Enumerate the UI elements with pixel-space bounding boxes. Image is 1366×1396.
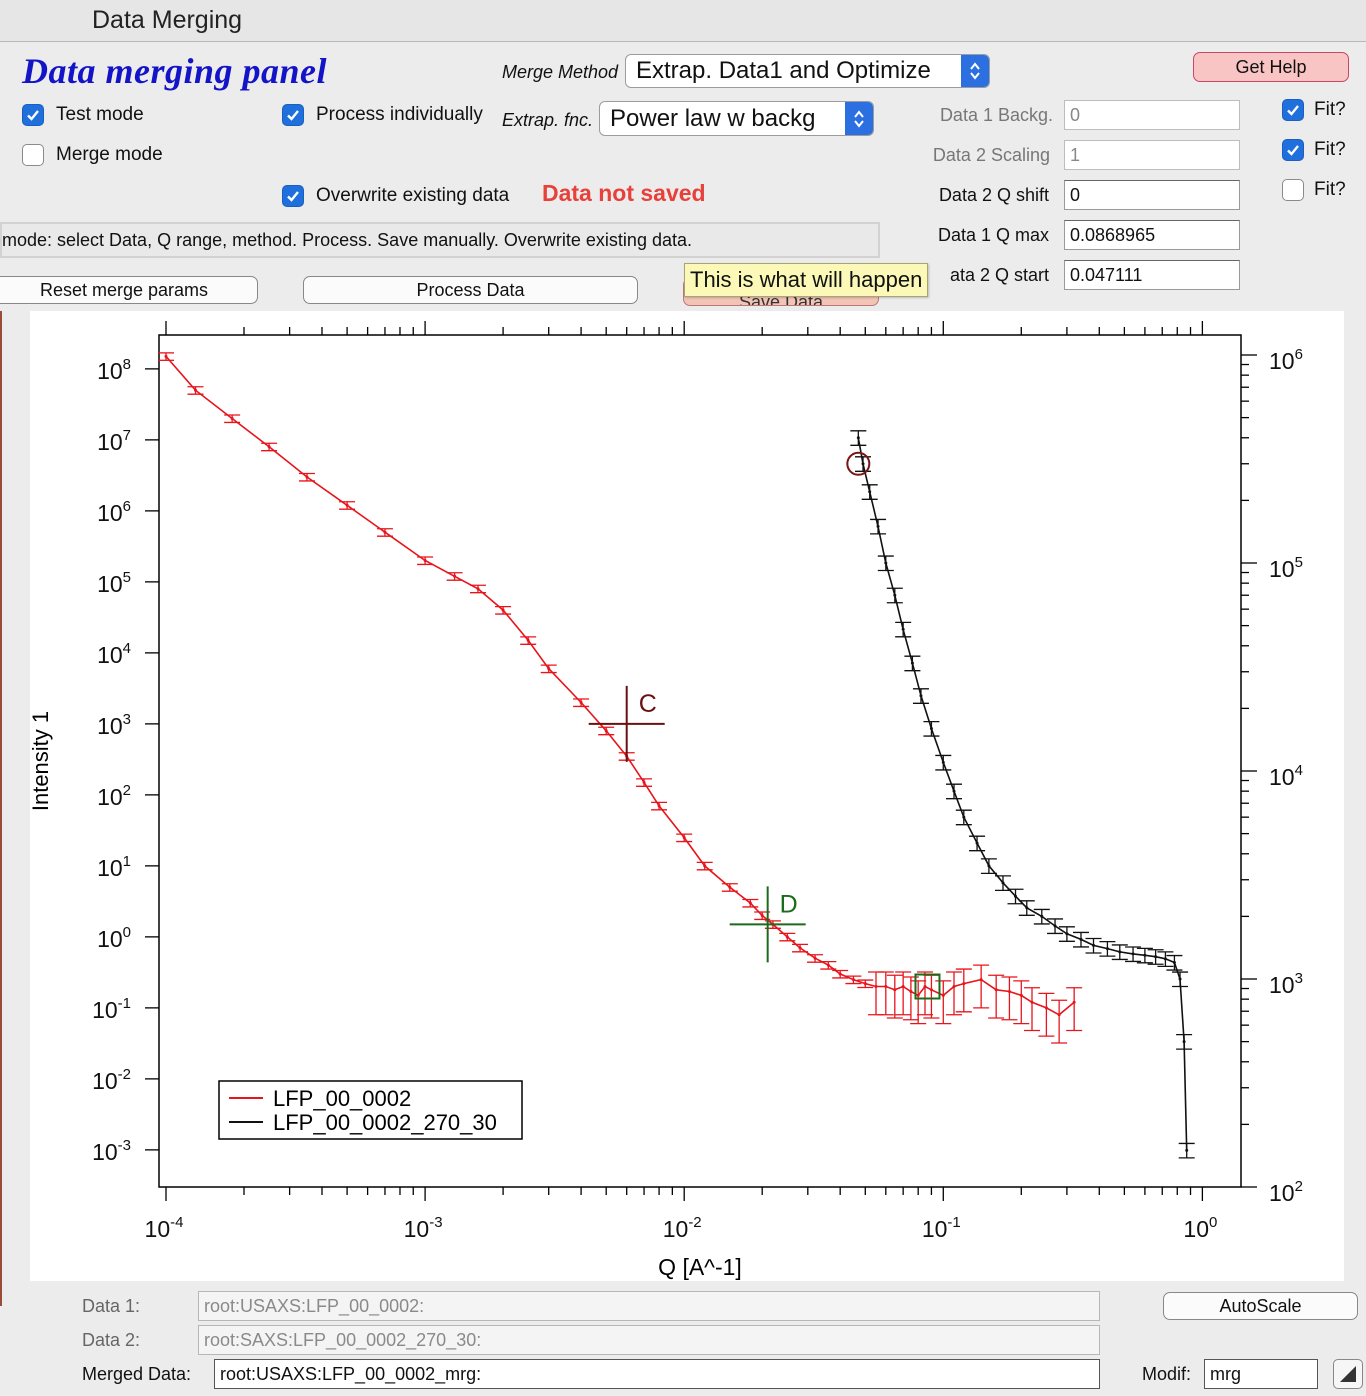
y-left-tick-label: 107 — [97, 427, 131, 455]
fit-backg-checkbox[interactable]: Fit? — [1282, 99, 1346, 121]
data2-qshift-field[interactable]: 0 — [1064, 180, 1240, 210]
data1-label: Data 1: — [82, 1296, 141, 1316]
extrap-fnc-popup[interactable]: Power law w backg — [599, 101, 874, 136]
data2-qstart-label: ata 2 Q start — [949, 265, 1049, 285]
start-marker-circle — [846, 451, 871, 476]
not-saved-status: Data not saved — [542, 180, 706, 206]
x-axis-label: Q [A^-1] — [658, 1254, 742, 1280]
data2-scaling-label: Data 2 Scaling — [932, 145, 1050, 165]
autoscale-button[interactable]: AutoScale — [1163, 1292, 1358, 1320]
checkbox-checked-icon — [1282, 139, 1304, 161]
tooltip: This is what will happen — [684, 263, 929, 297]
checkbox-checked-icon — [1282, 99, 1304, 121]
panel-title: Data merging panel — [22, 51, 328, 91]
data2-qstart-field[interactable]: 0.047111 — [1064, 260, 1240, 290]
merge-method-popup[interactable]: Extrap. Data1 and Optimize — [625, 54, 990, 88]
data2-scaling-field[interactable]: 1 — [1064, 140, 1240, 170]
data1-backg-field[interactable]: 0 — [1064, 100, 1240, 130]
checkbox-unchecked-icon — [1282, 179, 1304, 201]
y-left-tick-label: 10-2 — [92, 1066, 131, 1094]
data2-label: Data 2: — [82, 1330, 141, 1350]
series-line — [165, 355, 1075, 1016]
x-tick-label: 10-1 — [922, 1214, 961, 1242]
y-left-tick-label: 104 — [97, 640, 131, 668]
y-left-tick-label: 100 — [97, 924, 131, 952]
series-1 — [158, 352, 1083, 1044]
merge-mode-label: Merge mode — [56, 144, 163, 165]
y-right-tick-label: 103 — [1269, 970, 1303, 998]
extrap-fnc-value: Power law w backg — [610, 104, 816, 132]
y-right-tick-label: 106 — [1269, 346, 1303, 374]
modif-field[interactable]: mrg — [1204, 1359, 1318, 1389]
legend-label: LFP_00_0002 — [273, 1086, 411, 1111]
checkbox-checked-icon — [282, 185, 304, 207]
merge-method-label: Merge Method — [502, 62, 619, 82]
get-help-button[interactable]: Get Help — [1193, 52, 1349, 82]
merged-data-path-field[interactable]: root:USAXS:LFP_00_0002_mrg: — [214, 1359, 1100, 1389]
data2-qshift-label: Data 2 Q shift — [938, 185, 1049, 205]
fit-label: Fit? — [1314, 139, 1346, 160]
resize-corner-icon[interactable] — [1333, 1359, 1363, 1389]
x-tick-label: 10-4 — [145, 1214, 184, 1242]
overwrite-checkbox[interactable]: Overwrite existing data — [282, 185, 509, 207]
plot-frame — [158, 334, 1242, 1188]
y-left-tick-label: 10-3 — [92, 1137, 131, 1165]
cursor-label: C — [639, 690, 657, 718]
window-left-edge — [0, 311, 2, 1306]
x-tick-label: 10-3 — [404, 1214, 443, 1242]
chart-svg[interactable]: 10-4 10-3 10-2 10-1 100 108 107 106 105 104 103 102… — [28, 311, 1344, 1281]
reset-merge-params-button[interactable]: Reset merge params — [0, 276, 258, 304]
process-individually-label: Process individually — [316, 104, 483, 125]
checkbox-unchecked-icon — [22, 144, 44, 166]
cursor-label: D — [780, 890, 798, 918]
mode-description-bar: mode: select Data, Q range, method. Proc… — [0, 222, 880, 258]
y-left-tick-label: 103 — [97, 711, 131, 739]
end-marker-square — [914, 973, 941, 1000]
mode-description-text: mode: select Data, Q range, method. Proc… — [2, 229, 692, 250]
y-left-tick-label: 108 — [97, 356, 131, 384]
data1-backg-label: Data 1 Backg. — [939, 105, 1053, 125]
y-left-tick-label: 105 — [97, 569, 131, 597]
data1-qmax-label: Data 1 Q max — [937, 225, 1049, 245]
process-data-button[interactable]: Process Data — [303, 276, 638, 304]
overwrite-label: Overwrite existing data — [316, 185, 510, 206]
fit-label: Fit? — [1314, 179, 1346, 200]
checkbox-checked-icon — [22, 104, 44, 126]
process-individually-checkbox[interactable]: Process individually — [282, 104, 483, 126]
window-titlebar: Data Merging — [0, 0, 1366, 42]
merge-mode-checkbox[interactable]: Merge mode — [22, 144, 163, 166]
modif-label: Modif: — [1142, 1364, 1192, 1384]
data1-path-field[interactable]: root:USAXS:LFP_00_0002: — [198, 1291, 1100, 1321]
test-mode-label: Test mode — [56, 104, 144, 125]
data1-qmax-field[interactable]: 0.0868965 — [1064, 220, 1240, 250]
y-right-tick-label: 104 — [1269, 762, 1303, 790]
series-2 — [850, 430, 1195, 1159]
legend-box — [218, 1080, 523, 1140]
y-left-tick-label: 101 — [97, 853, 131, 881]
y-right-tick-label: 105 — [1269, 554, 1303, 582]
legend-label: LFP_00_0002_270_30 — [273, 1110, 497, 1135]
series-line — [857, 437, 1188, 1151]
test-mode-checkbox[interactable]: Test mode — [22, 104, 144, 126]
y-right-tick-label: 102 — [1269, 1178, 1303, 1206]
y-left-tick-label: 10-1 — [92, 995, 131, 1023]
updown-arrows-icon — [961, 55, 989, 87]
data2-path-field[interactable]: root:SAXS:LFP_00_0002_270_30: — [198, 1325, 1100, 1355]
fit-label: Fit? — [1314, 99, 1346, 120]
checkbox-checked-icon — [282, 104, 304, 126]
window-title: Data Merging — [92, 6, 243, 34]
extrap-fnc-label: Extrap. fnc. — [502, 110, 594, 130]
updown-arrows-icon — [845, 102, 873, 135]
merge-method-value: Extrap. Data1 and Optimize — [636, 57, 931, 84]
merged-data-label: Merged Data: — [82, 1364, 192, 1384]
x-tick-label: 100 — [1183, 1214, 1217, 1242]
graph-area[interactable]: 10-4 10-3 10-2 10-1 100 108 107 106 105 104 103 102… — [28, 311, 1344, 1281]
x-tick-label: 10-2 — [663, 1214, 702, 1242]
fit-scaling-checkbox[interactable]: Fit? — [1282, 139, 1346, 161]
y-left-tick-label: 102 — [97, 782, 131, 810]
y-axis-label: Intensity 1 — [30, 711, 53, 811]
y-left-tick-label: 106 — [97, 498, 131, 526]
fit-qshift-checkbox[interactable]: Fit? — [1282, 179, 1346, 201]
